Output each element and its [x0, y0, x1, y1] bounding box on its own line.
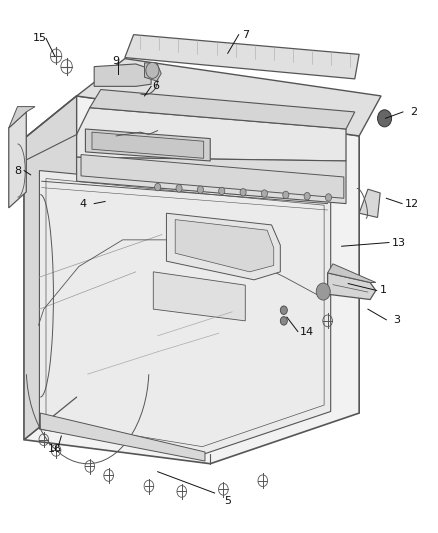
Polygon shape: [24, 96, 359, 464]
Polygon shape: [9, 112, 26, 208]
Polygon shape: [153, 272, 245, 321]
Text: 2: 2: [410, 107, 417, 117]
Polygon shape: [359, 189, 380, 217]
Text: 1: 1: [380, 286, 387, 295]
Circle shape: [219, 187, 225, 195]
Text: 7: 7: [242, 30, 249, 39]
Polygon shape: [77, 59, 381, 136]
Circle shape: [316, 283, 330, 300]
Circle shape: [240, 189, 246, 196]
Text: 5: 5: [224, 496, 231, 506]
Text: 4: 4: [80, 199, 87, 208]
Polygon shape: [9, 107, 35, 128]
Circle shape: [283, 191, 289, 199]
Polygon shape: [94, 64, 151, 86]
Text: 8: 8: [14, 166, 21, 175]
Text: 12: 12: [405, 199, 419, 208]
Polygon shape: [328, 264, 376, 282]
Polygon shape: [175, 220, 274, 272]
Circle shape: [261, 190, 268, 197]
Text: 13: 13: [392, 238, 406, 247]
Text: 6: 6: [152, 82, 159, 91]
Text: 3: 3: [393, 315, 400, 325]
Polygon shape: [77, 108, 346, 161]
Text: 14: 14: [300, 327, 314, 336]
Polygon shape: [166, 213, 280, 280]
Circle shape: [197, 186, 203, 193]
Polygon shape: [39, 171, 331, 454]
Polygon shape: [125, 35, 359, 79]
Text: 15: 15: [32, 34, 46, 43]
Circle shape: [155, 183, 161, 191]
Polygon shape: [81, 155, 344, 198]
Polygon shape: [77, 157, 346, 204]
Circle shape: [325, 193, 332, 201]
Polygon shape: [40, 413, 205, 461]
Polygon shape: [328, 273, 376, 300]
Circle shape: [304, 192, 310, 200]
Polygon shape: [90, 90, 355, 129]
Text: 16: 16: [48, 444, 62, 454]
Circle shape: [146, 62, 159, 78]
Circle shape: [176, 184, 182, 192]
Polygon shape: [24, 96, 77, 440]
Polygon shape: [85, 129, 210, 161]
Polygon shape: [145, 63, 161, 81]
Circle shape: [280, 306, 287, 314]
Circle shape: [378, 110, 392, 127]
Text: 9: 9: [113, 56, 120, 66]
Polygon shape: [92, 132, 204, 158]
Circle shape: [280, 317, 287, 325]
